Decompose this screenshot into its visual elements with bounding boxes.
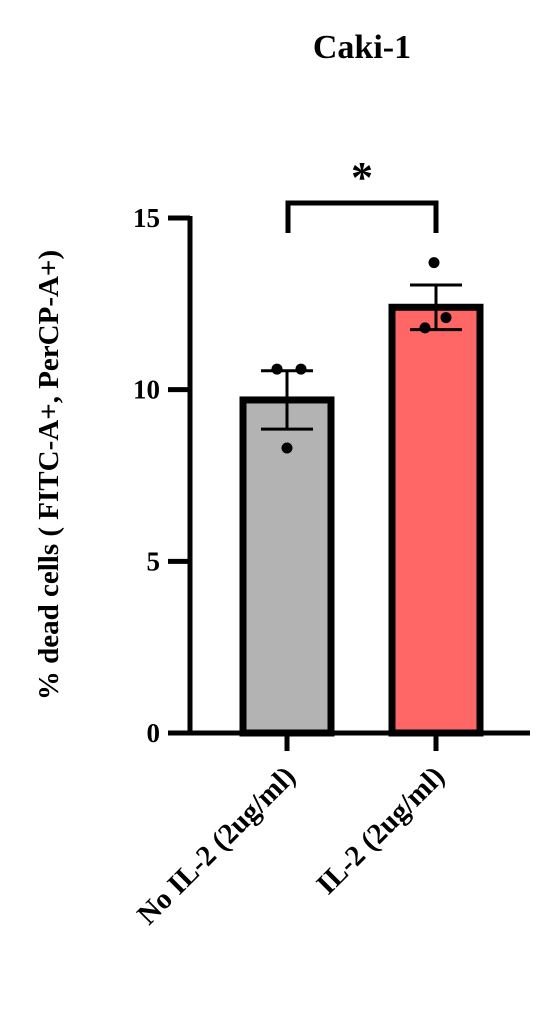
y-axis-label: % dead cells ( FITC-A+, PerCP-A+) — [33, 250, 65, 700]
bar — [239, 396, 335, 737]
significance-label: * — [351, 153, 373, 202]
data-point — [295, 363, 307, 375]
data-point — [419, 322, 431, 334]
x-tick-label: No IL-2 (2ug/ml) — [131, 760, 302, 931]
y-tick-label: 5 — [147, 546, 161, 576]
y-tick-label: 10 — [133, 375, 160, 405]
data-point — [428, 257, 440, 269]
data-point — [440, 312, 452, 324]
significance-bracket — [285, 200, 439, 233]
y-tick-label: 15 — [133, 203, 160, 233]
data-point — [271, 363, 283, 375]
y-tick-label: 0 — [147, 718, 161, 748]
bar — [388, 303, 484, 737]
chart-title: Caki-1 — [313, 29, 411, 66]
data-point — [281, 442, 293, 454]
x-tick-label: IL-2 (2ug/ml) — [310, 760, 451, 901]
